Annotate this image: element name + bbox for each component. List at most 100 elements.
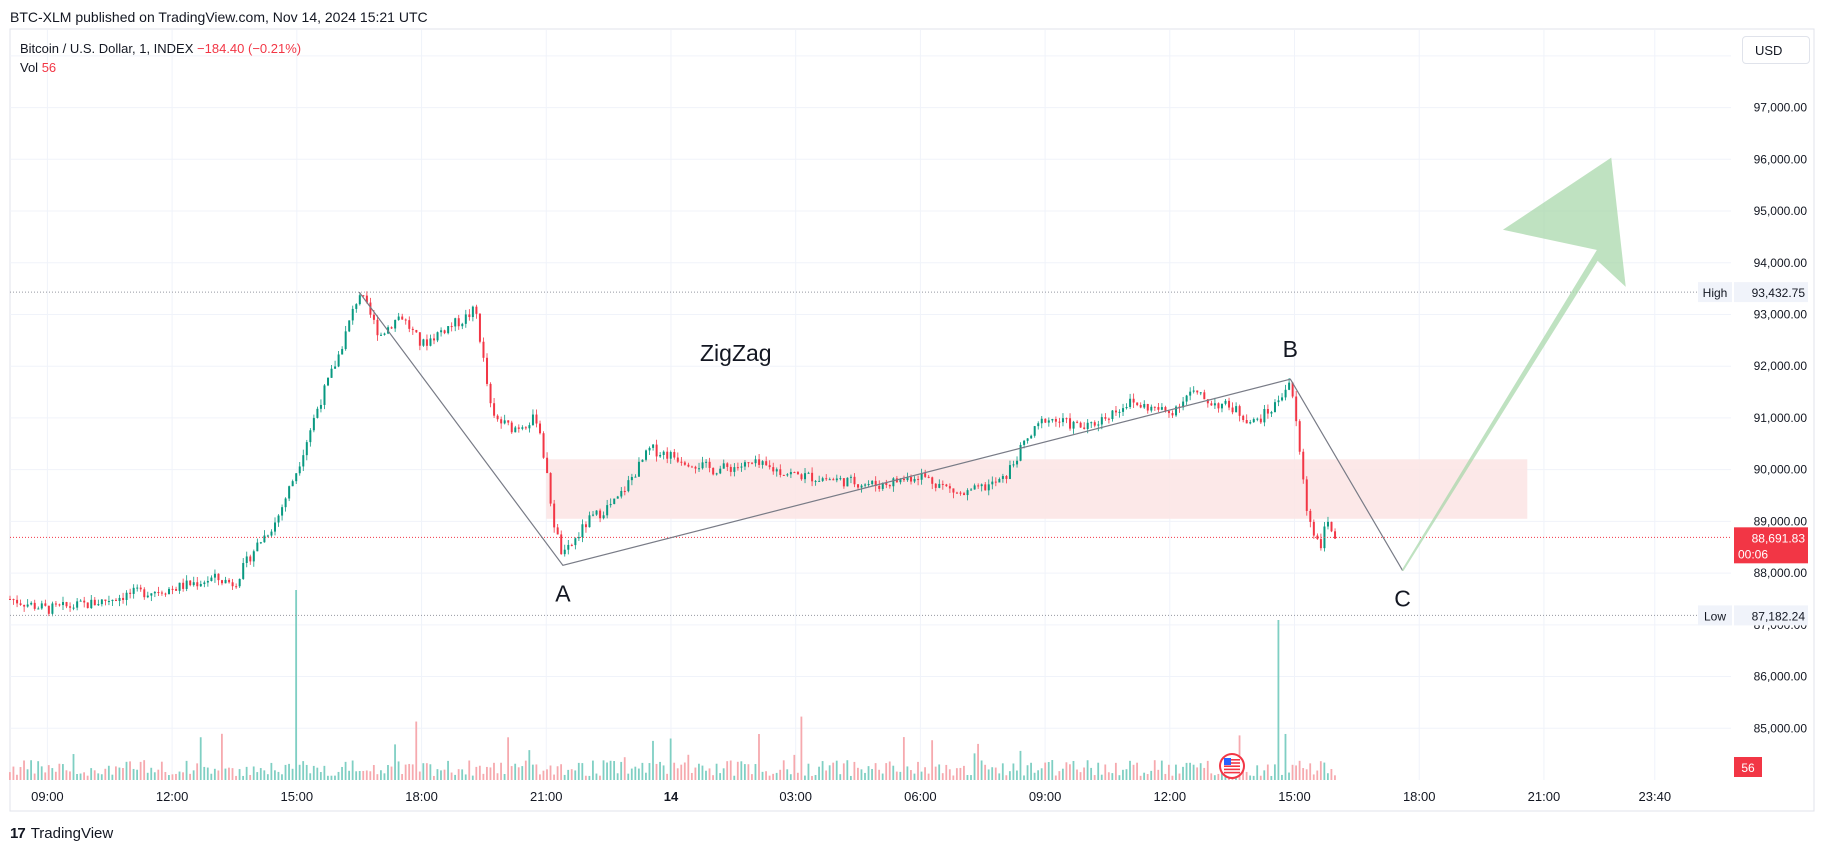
candle-body xyxy=(351,308,354,321)
volume-bar xyxy=(754,764,757,780)
candle-body xyxy=(358,295,361,305)
volume-bar xyxy=(252,766,255,780)
volume-bar xyxy=(1259,775,1262,780)
volume-bar xyxy=(235,775,237,780)
candle-body xyxy=(37,608,40,610)
volume-bar xyxy=(1090,767,1093,780)
candle-body xyxy=(669,452,672,459)
candle-body xyxy=(998,478,1001,483)
candle-body xyxy=(828,479,831,481)
volume-bar xyxy=(952,775,955,780)
candle-body xyxy=(136,587,139,589)
x-tick-label: 09:00 xyxy=(1029,789,1062,804)
candle-body xyxy=(931,477,934,484)
candle-body xyxy=(348,320,351,332)
volume-label[interactable]: Vol xyxy=(20,60,39,75)
candle-body xyxy=(72,607,75,609)
volume-bar xyxy=(54,771,57,780)
candle-body xyxy=(284,498,287,508)
candle-body xyxy=(1083,427,1086,429)
volume-bar xyxy=(76,773,78,780)
badge-tag-text: High xyxy=(1703,286,1728,300)
zigzag-title: ZigZag xyxy=(700,340,772,366)
badge-tag-text: Low xyxy=(1704,609,1726,623)
candle-body xyxy=(1037,423,1040,427)
volume-bar xyxy=(231,768,234,780)
y-tick-label: 92,000.00 xyxy=(1754,359,1808,373)
volume-bar xyxy=(963,765,965,780)
symbol-description[interactable]: Bitcoin / U.S. Dollar, 1, INDEX xyxy=(20,41,194,56)
candle-body xyxy=(196,582,199,587)
volume-bars xyxy=(9,590,1336,780)
volume-bar xyxy=(192,770,195,780)
volume-bar xyxy=(1122,769,1124,780)
chart-legend: Bitcoin / U.S. Dollar, 1, INDEX −184.40 … xyxy=(20,39,301,77)
candle-body xyxy=(1256,418,1259,420)
volume-bar xyxy=(789,774,792,780)
volume-bar xyxy=(1033,772,1036,780)
volume-bar xyxy=(1312,774,1315,780)
volume-bar xyxy=(1139,775,1142,780)
volume-bar xyxy=(327,775,329,780)
candle-body xyxy=(51,603,54,614)
volume-bar xyxy=(662,765,665,780)
currency-button[interactable]: USD xyxy=(1742,36,1810,64)
candle-body xyxy=(1139,405,1142,408)
candle-body xyxy=(1107,418,1110,420)
volume-bar xyxy=(1189,762,1191,780)
volume-bar xyxy=(913,773,916,780)
candle-body xyxy=(560,534,563,555)
candle-body xyxy=(1326,521,1329,527)
candle-body xyxy=(906,477,909,481)
footer-brand[interactable]: 17 TradingView xyxy=(10,825,113,842)
volume-bar xyxy=(560,764,563,780)
candle-body xyxy=(743,462,746,467)
us-flag-event-icon[interactable] xyxy=(1219,753,1245,779)
volume-bar xyxy=(606,762,608,780)
volume-bar xyxy=(765,771,767,780)
volume-bar xyxy=(450,772,453,780)
candle-body xyxy=(1235,406,1238,413)
volume-bar xyxy=(584,775,587,780)
volume-bar xyxy=(447,760,449,780)
candle-body xyxy=(270,531,273,536)
volume-bar xyxy=(1252,775,1255,780)
candle-body xyxy=(107,601,110,603)
time-axis[interactable]: 09:00 12:00 15:00 18:00 21:00 14 03:00 06:00 09:… xyxy=(31,789,1671,804)
volume-bar xyxy=(839,774,842,780)
volume-bar xyxy=(1150,770,1153,780)
volume-bar xyxy=(567,769,570,780)
volume-bar xyxy=(351,760,354,780)
volume-bar xyxy=(429,764,432,780)
volume-bar xyxy=(556,766,559,780)
volume-bar xyxy=(1037,770,1040,780)
candle-body xyxy=(1114,410,1117,413)
volume-bar xyxy=(500,762,502,780)
candle-body xyxy=(531,414,534,426)
candle-body xyxy=(44,603,47,606)
candle-body xyxy=(807,472,810,474)
volume-bar xyxy=(521,766,524,780)
candle-body xyxy=(934,483,937,488)
volume-bar xyxy=(206,767,209,780)
x-tick-label: 09:00 xyxy=(31,789,64,804)
candle-body xyxy=(871,480,874,485)
volume-bar xyxy=(846,760,849,780)
volume-bar xyxy=(97,773,100,780)
volume-bar xyxy=(40,766,43,780)
volume-bar xyxy=(860,769,863,780)
y-tick-label: 91,000.00 xyxy=(1754,411,1808,425)
candle-body xyxy=(330,368,333,378)
candle-body xyxy=(1058,421,1061,423)
candle-body xyxy=(178,582,181,591)
volume-bar xyxy=(1210,773,1213,780)
candle-body xyxy=(1047,420,1050,423)
volume-bar xyxy=(998,773,1001,780)
volume-bar xyxy=(1069,764,1071,780)
volume-bar xyxy=(482,773,485,780)
volume-bar xyxy=(634,766,637,780)
candle-body xyxy=(853,476,856,485)
last-price-value: 88,691.83 xyxy=(1752,531,1806,545)
